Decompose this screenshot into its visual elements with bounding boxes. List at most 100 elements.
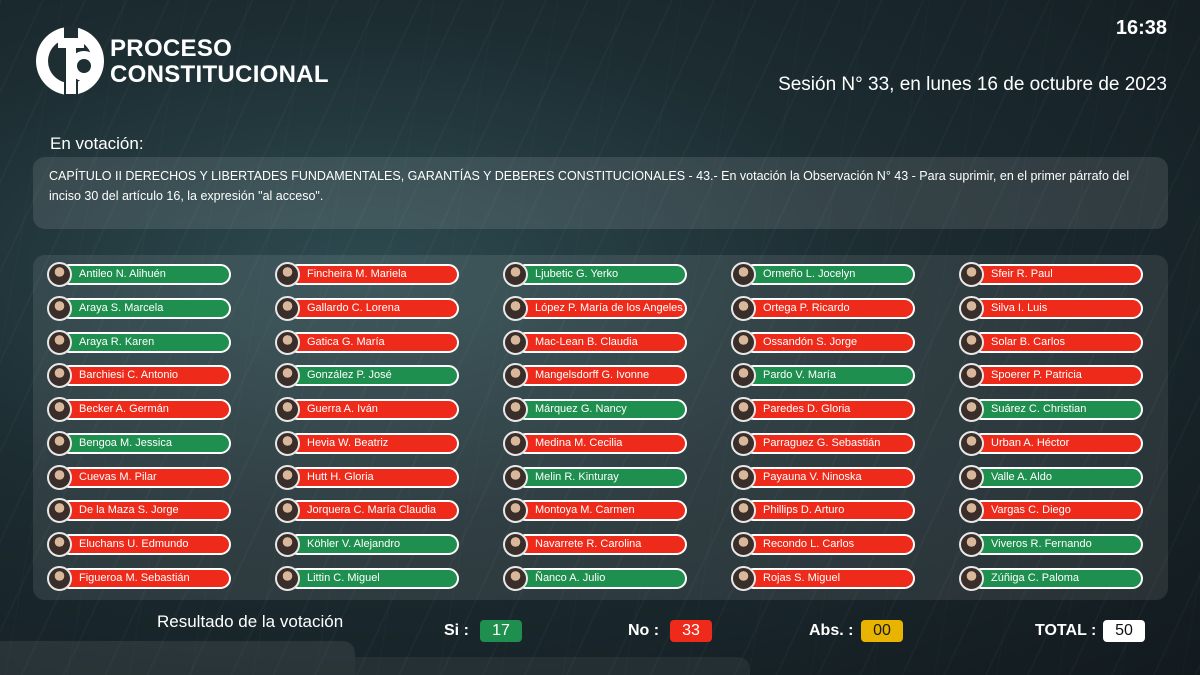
member-name-pill: Mangelsdorff G. Ivonne (515, 365, 687, 387)
abstain-count: 00 (861, 620, 903, 642)
member-photo (731, 498, 756, 524)
member-vote-row: Phillips D. Arturo (731, 498, 915, 524)
member-vote-row: Ñanco A. Julio (503, 565, 687, 591)
proceso-constitucional-logo-icon (36, 26, 104, 100)
member-vote-row: Rojas S. Miguel (731, 565, 915, 591)
abstain-tally: Abs. : 00 (809, 619, 909, 643)
member-vote-row: Araya R. Karen (47, 329, 231, 355)
member-vote-row: De la Maza S. Jorge (47, 498, 231, 524)
member-vote-row: Barchiesi C. Antonio (47, 363, 231, 389)
member-column: Ljubetic G. Yerko López P. María de los A… (503, 262, 687, 602)
member-photo (959, 565, 984, 591)
member-name-pill: Montoya M. Carmen (515, 500, 687, 522)
member-photo (47, 430, 72, 456)
member-vote-row: Melin R. Kinturay (503, 464, 687, 490)
yes-tally: Si : 17 (444, 619, 534, 643)
member-name-pill: Hevia W. Beatriz (287, 432, 459, 454)
member-name-pill: Becker A. Germán (59, 399, 231, 420)
member-name-pill: Valle A. Aldo (971, 466, 1143, 488)
member-vote-row: Spoerer P. Patricia (959, 363, 1143, 389)
member-name-pill: Suárez C. Christian (971, 399, 1143, 420)
member-vote-row: López P. María de los Angeles (503, 295, 687, 321)
total-count: 50 (1103, 620, 1145, 642)
member-name-pill: Phillips D. Arturo (743, 500, 915, 522)
member-photo (731, 329, 756, 355)
member-vote-row: Silva I. Luis (959, 295, 1143, 321)
member-name-pill: González P. José (287, 365, 459, 387)
member-name-pill: Gallardo C. Lorena (287, 297, 459, 319)
member-vote-row: Valle A. Aldo (959, 464, 1143, 490)
member-photo (731, 464, 756, 490)
member-photo (731, 397, 756, 422)
member-vote-row: Vargas C. Diego (959, 498, 1143, 524)
member-vote-row: Ljubetic G. Yerko (503, 262, 687, 287)
member-vote-row: Fincheira M. Mariela (275, 262, 459, 287)
total-tally: TOTAL : 50 (1035, 619, 1147, 643)
member-photo (731, 430, 756, 456)
member-photo (275, 363, 300, 389)
member-name-pill: Medina M. Cecilia (515, 432, 687, 454)
member-name-pill: Rojas S. Miguel (743, 567, 915, 589)
member-photo (959, 397, 984, 422)
member-vote-row: Urban A. Héctor (959, 430, 1143, 456)
member-column: Antileo N. Alihuén Araya S. Marcela Araya … (47, 262, 231, 602)
result-label: Resultado de la votación (157, 612, 344, 631)
member-vote-row: Bengoa M. Jessica (47, 430, 231, 456)
member-vote-row: Navarrete R. Carolina (503, 532, 687, 557)
member-photo (731, 565, 756, 591)
member-name-pill: Solar B. Carlos (971, 331, 1143, 353)
member-name-pill: Urban A. Héctor (971, 432, 1143, 454)
member-vote-row: González P. José (275, 363, 459, 389)
member-photo (503, 430, 528, 456)
member-photo (47, 565, 72, 591)
member-photo (503, 532, 528, 557)
member-vote-row: Sfeir R. Paul (959, 262, 1143, 287)
total-label: TOTAL : (1035, 622, 1097, 639)
member-name-pill: Viveros R. Fernando (971, 534, 1143, 555)
member-vote-row: Pardo V. María (731, 363, 915, 389)
member-vote-row: Becker A. Germán (47, 397, 231, 422)
member-vote-row: Suárez C. Christian (959, 397, 1143, 422)
member-photo (731, 363, 756, 389)
member-photo (275, 532, 300, 557)
member-photo (275, 464, 300, 490)
member-vote-row: Ortega P. Ricardo (731, 295, 915, 321)
member-photo (503, 498, 528, 524)
member-vote-row: Mangelsdorff G. Ivonne (503, 363, 687, 389)
member-photo (503, 464, 528, 490)
member-name-pill: Mac-Lean B. Claudia (515, 331, 687, 353)
member-photo (731, 262, 756, 287)
member-vote-row: Ossandón S. Jorge (731, 329, 915, 355)
member-name-pill: De la Maza S. Jorge (59, 500, 231, 522)
member-photo (47, 532, 72, 557)
no-count: 33 (670, 620, 712, 642)
member-name-pill: Ljubetic G. Yerko (515, 264, 687, 285)
member-name-pill: Paredes D. Gloria (743, 399, 915, 420)
member-photo (959, 295, 984, 321)
session-title: Sesión N° 33, en lunes 16 de octubre de … (778, 74, 1167, 95)
brand-line-1: PROCESO (110, 35, 233, 62)
member-name-pill: Cuevas M. Pilar (59, 466, 231, 488)
motion-panel: CAPÍTULO II DERECHOS Y LIBERTADES FUNDAM… (33, 157, 1168, 229)
member-name-pill: Figueroa M. Sebastián (59, 567, 231, 589)
member-photo (959, 329, 984, 355)
member-photo (47, 397, 72, 422)
member-name-pill: Guerra A. Iván (287, 399, 459, 420)
member-column: Ormeño L. Jocelyn Ortega P. Ricardo Ossand… (731, 262, 915, 602)
member-vote-row: Payauna V. Ninoska (731, 464, 915, 490)
member-name-pill: Ñanco A. Julio (515, 567, 687, 589)
in-vote-label: En votación: (50, 134, 144, 153)
member-name-pill: Jorquera C. María Claudia (287, 500, 459, 522)
member-vote-row: Medina M. Cecilia (503, 430, 687, 456)
member-vote-row: Hevia W. Beatriz (275, 430, 459, 456)
member-photo (275, 397, 300, 422)
member-name-pill: Littin C. Miguel (287, 567, 459, 589)
member-name-pill: Araya S. Marcela (59, 297, 231, 319)
lower-third-bar-secondary (355, 657, 750, 675)
member-name-pill: Vargas C. Diego (971, 500, 1143, 522)
member-name-pill: Payauna V. Ninoska (743, 466, 915, 488)
member-name-pill: Barchiesi C. Antonio (59, 365, 231, 387)
member-vote-row: Gallardo C. Lorena (275, 295, 459, 321)
member-vote-row: Köhler V. Alejandro (275, 532, 459, 557)
member-name-pill: Recondo L. Carlos (743, 534, 915, 555)
